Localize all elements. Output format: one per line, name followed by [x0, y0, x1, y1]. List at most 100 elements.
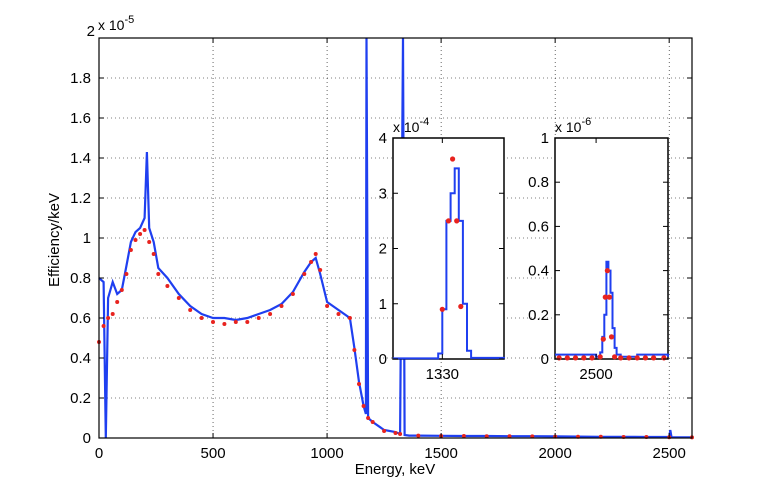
- inset-2500-experiment-point-7: [602, 294, 608, 300]
- main-experiment-point-45: [507, 434, 512, 439]
- inset-1330-exponent-label: x 10-4: [393, 116, 429, 135]
- main-experiment-point-21: [245, 320, 250, 324]
- inset-1330: 1330 0 1 2 3 4 x 10-4: [379, 116, 505, 383]
- inset-1330-y-tick-label-0: 0: [379, 351, 387, 368]
- inset-1330-y-tick-label-2: 2: [379, 241, 387, 258]
- inset-2500-experiment-point-12: [618, 355, 624, 361]
- main-experiment-point-17: [199, 316, 204, 320]
- main-experiment-point-38: [382, 429, 387, 433]
- inset-2500-experiment-point-10: [608, 334, 615, 340]
- main-experiment-point-30: [325, 304, 330, 308]
- x-axis-label: Energy, keV: [355, 461, 436, 478]
- inset-1330-experiment-point-3: [454, 218, 460, 224]
- inset-1330-x-tick-label-0: 1330: [426, 366, 459, 383]
- inset-2500-experiment-point-11: [612, 354, 618, 360]
- inset-2500-y-tick-label-2: 0.4: [528, 263, 549, 280]
- main-experiment-point-6: [124, 272, 129, 276]
- inset-2500-ticks: 2500 0 0.2 0.4 0.6 0.8 1: [528, 130, 668, 383]
- main-y-tick-label-0: 0: [83, 430, 91, 447]
- main-x-tick-label-1: 500: [201, 445, 226, 462]
- main-y-tick-label-1: 0.2: [70, 390, 91, 407]
- inset-1330-frame: [392, 137, 505, 360]
- inset-1330-y-tick-label-1: 1: [379, 296, 387, 313]
- main-experiment-point-29: [318, 268, 323, 272]
- inset-1330-y-tick-label-3: 3: [379, 185, 387, 202]
- main-experiment-point-7: [128, 248, 133, 252]
- inset-2500-experiment-point-14: [634, 355, 640, 361]
- inset-2500-experiment-point-1: [564, 355, 570, 361]
- main-experiment-point-37: [370, 420, 375, 424]
- main-experiment-point-1: [101, 324, 106, 328]
- main-y-tick-label-5: 1: [83, 230, 91, 247]
- main-y-tick-label-9: 1.8: [70, 70, 91, 87]
- inset-1330-experiment-point-1: [445, 218, 452, 224]
- main-experiment-point-34: [357, 382, 361, 386]
- main-x-tick-label-3: 1500: [424, 445, 457, 462]
- main-y-exponent-base: 2: [87, 23, 95, 40]
- main-experiment-point-44: [484, 434, 489, 439]
- main-x-tick-label-4: 2000: [538, 445, 571, 462]
- main-series: [97, 37, 694, 440]
- main-experiment-point-28: [313, 252, 318, 256]
- main-experiment-point-14: [165, 284, 170, 288]
- main-experiment-point-8: [133, 238, 138, 242]
- main-x-tick-label-2: 1000: [310, 445, 343, 462]
- inset-2500-experiment-point-9: [606, 294, 613, 300]
- inset-2500-experiment-point-3: [581, 355, 587, 361]
- main-experiment-point-40: [398, 432, 403, 436]
- main-experiment-point-31: [336, 312, 341, 316]
- main-ticks: 0 500 1000 1500 2000 2500 0 0.2 0.4 0.6 0.8 1 1.2 1.4…: [70, 37, 692, 462]
- main-experiment-point-15: [176, 296, 181, 300]
- y-axis-label: Efficiency/keV: [46, 193, 63, 287]
- main-experiment-point-39: [393, 431, 398, 435]
- inset-2500-y-tick-label-5: 1: [541, 130, 549, 147]
- main-experiment-point-2: [106, 316, 111, 320]
- main-experiment-point-36: [366, 416, 371, 420]
- main-simulation-line: [98, 37, 693, 439]
- main-experiment-point-32: [347, 316, 352, 320]
- main-y-tick-label-3: 0.6: [70, 310, 91, 327]
- main-experiment-point-22: [256, 316, 261, 320]
- inset-2500-experiment-point-13: [626, 355, 632, 361]
- inset-2500: 2500 0 0.2 0.4 0.6 0.8 1 x 10-6: [528, 116, 669, 383]
- main-experiment-point-13: [156, 272, 161, 276]
- inset-2500-experiment-point-6: [600, 336, 606, 342]
- inset-2500-experiment-point-4: [589, 355, 595, 361]
- main-exponent-label: x 10-5: [98, 14, 134, 33]
- inset-1330-y-tick-label-4: 4: [379, 130, 387, 147]
- inset-2500-experiment-point-5: [597, 354, 603, 360]
- main-x-tick-label-5: 2500: [653, 445, 686, 462]
- main-experiment-point-3: [110, 312, 115, 316]
- main-experiment-point-23: [268, 312, 273, 316]
- main-experiment-point-43: [461, 434, 466, 438]
- inset-2500-experiment-point-8: [604, 268, 611, 274]
- main-experiment-point-16: [188, 308, 193, 312]
- main-y-tick-label-6: 1.2: [70, 190, 91, 207]
- main-y-tick-label-4: 0.8: [70, 270, 91, 287]
- inset-1330-ticks: 1330 0 1 2 3 4: [379, 130, 504, 383]
- main-experiment-point-35: [361, 404, 366, 408]
- inset-2500-experiment-point-16: [651, 355, 657, 361]
- main-experiment-point-18: [211, 320, 215, 324]
- main-experiment-point-24: [279, 304, 284, 308]
- inset-2500-experiment-point-0: [556, 355, 562, 361]
- inset-1330-series: [393, 156, 505, 360]
- inset-2500-exponent-label: x 10-6: [555, 116, 591, 135]
- main-experiment-point-5: [119, 288, 124, 292]
- inset-2500-x-tick-label-0: 2500: [579, 366, 612, 383]
- inset-2500-experiment-point-17: [661, 355, 667, 361]
- main-experiment-point-19: [222, 322, 227, 326]
- inset-2500-y-tick-label-3: 0.6: [528, 218, 549, 235]
- inset-2500-experiment-point-2: [572, 355, 579, 361]
- inset-2500-experiment-point-15: [642, 355, 649, 361]
- main-x-tick-label-0: 0: [95, 445, 103, 462]
- main-experiment-point-9: [138, 232, 143, 236]
- main-experiment-point-11: [147, 240, 152, 244]
- main-experiment-point-4: [115, 300, 120, 304]
- inset-2500-y-tick-label-1: 0.2: [528, 307, 549, 324]
- inset-1330-simulation-line: [393, 167, 505, 360]
- main-experiment-point-10: [142, 228, 147, 232]
- main-experiment-point-12: [151, 252, 156, 256]
- main-experiment-point-33: [352, 348, 357, 352]
